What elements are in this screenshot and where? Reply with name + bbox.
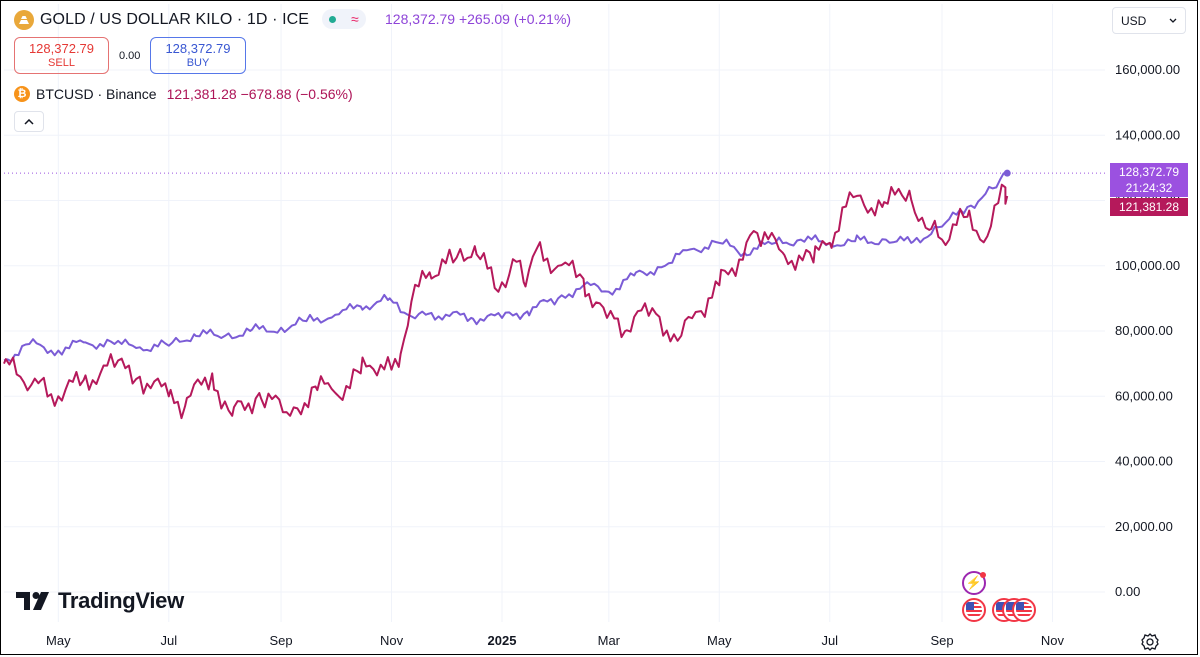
y-tick-label: 20,000.00 (1115, 519, 1173, 534)
live-dot-icon (329, 15, 337, 23)
header-quote: 128,372.79 +265.09 (+0.21%) (385, 11, 571, 27)
us-flag-icon[interactable] (962, 598, 986, 622)
x-tick-label: Sep (930, 633, 953, 648)
x-tick-label: Nov (380, 633, 404, 648)
x-tick-label: Sep (269, 633, 292, 648)
sell-button[interactable]: 128,372.79 SELL (14, 37, 109, 74)
x-tick-label: May (707, 633, 732, 648)
bar-countdown: 21:24:32 (1125, 181, 1173, 195)
btc-price-label: 121,381.28 (1110, 198, 1188, 216)
header-change: +265.09 (458, 11, 510, 27)
compare-quote: 121,381.28 −678.88 (−0.56%) (167, 86, 353, 102)
sell-label: SELL (48, 57, 75, 69)
gold-symbol-icon (14, 10, 34, 30)
compare-change-pct: (−0.56%) (295, 86, 353, 102)
brand-name: TradingView (58, 588, 184, 613)
y-tick-label: 80,000.00 (1115, 323, 1173, 338)
compare-symbol: BTCUSD · Binance (36, 86, 157, 102)
header-change-pct: (+0.21%) (513, 11, 572, 27)
y-tick-label: 140,000.00 (1115, 127, 1180, 142)
x-tick-label: Jul (160, 633, 177, 648)
btc-series-line (3, 183, 1009, 420)
currency-select[interactable]: USD (1112, 7, 1186, 34)
compare-last-price: 121,381.28 (166, 86, 237, 102)
spread-value: 0.00 (119, 50, 141, 62)
x-tick-label: 2025 (488, 633, 517, 648)
settings-gear-icon[interactable] (1140, 632, 1160, 652)
y-tick-label: 160,000.00 (1115, 62, 1180, 77)
y-tick-label: 40,000.00 (1115, 454, 1173, 469)
us-flag-icon[interactable] (1012, 598, 1036, 622)
y-tick-label: 60,000.00 (1115, 388, 1173, 403)
x-tick-label: Nov (1041, 633, 1065, 648)
gold-series-line (3, 172, 1008, 363)
buy-label: BUY (186, 57, 210, 69)
symbol-title[interactable]: GOLD / US DOLLAR KILO · 1D · ICE (40, 11, 310, 28)
buy-button[interactable]: 128,372.79 BUY (150, 37, 246, 74)
tradingview-logo-icon (16, 592, 49, 610)
bitcoin-icon: ₿ (14, 86, 30, 102)
x-tick-label: Jul (821, 633, 838, 648)
currency-value: USD (1121, 13, 1147, 28)
compare-legend[interactable]: ₿ BTCUSD · Binance 121,381.28 −678.88 (−… (14, 85, 353, 103)
compare-wave-icon: ≈ (350, 11, 359, 27)
x-tick-label: Mar (598, 633, 621, 648)
gold-price-label-value: 128,372.79 (1118, 165, 1180, 179)
event-alert-dot (980, 572, 986, 578)
chevron-down-icon (1169, 18, 1177, 23)
collapse-legend-button[interactable] (14, 111, 44, 132)
header-last-price: 128,372.79 (385, 11, 456, 27)
buy-price: 128,372.79 (165, 41, 231, 56)
y-tick-label: 0.00 (1115, 584, 1140, 599)
chevron-up-icon (24, 118, 34, 125)
symbol-header[interactable]: GOLD / US DOLLAR KILO · 1D · ICE (14, 9, 309, 31)
x-tick-label: May (46, 633, 71, 648)
y-tick-label: 100,000.00 (1115, 258, 1180, 273)
tradingview-logo[interactable]: TradingView (16, 588, 184, 614)
gold-last-point (1003, 169, 1011, 177)
gold-price-label: 128,372.79 21:24:32 (1110, 163, 1188, 197)
status-pill[interactable]: ≈ (322, 9, 366, 29)
compare-change: −678.88 (240, 86, 292, 102)
sell-price: 128,372.79 (28, 41, 95, 56)
lightning-event-icon[interactable]: ⚡ (962, 571, 986, 595)
